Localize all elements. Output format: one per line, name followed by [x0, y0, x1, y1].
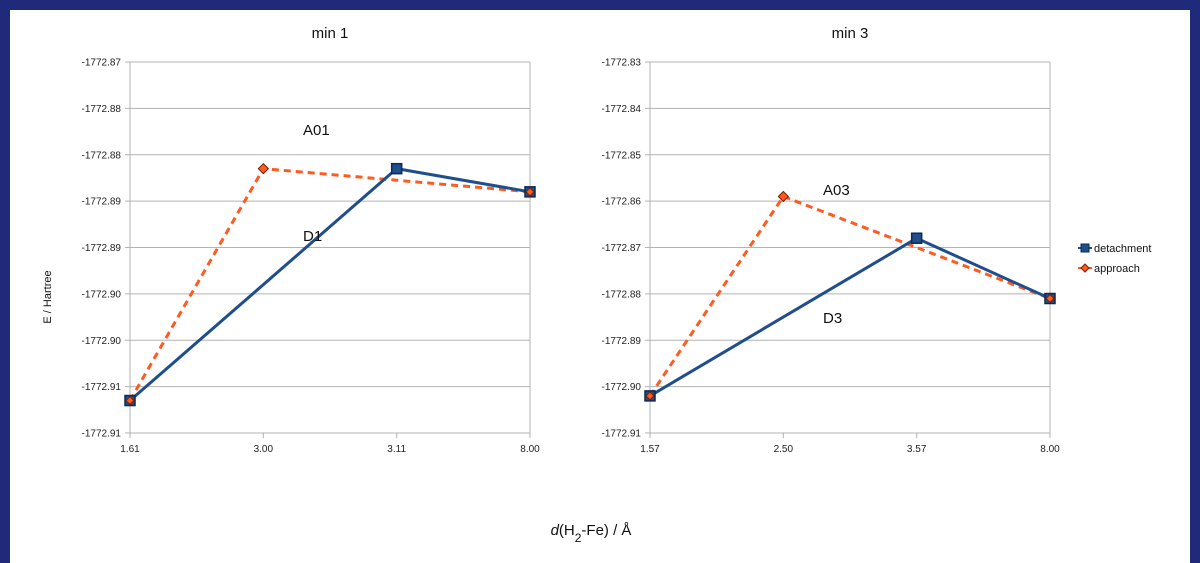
x-axis-label-rest: -Fe) / Å — [581, 522, 631, 539]
detachment-marker — [390, 162, 403, 175]
chart-title: min 3 — [832, 25, 869, 42]
x-tick-label: 1.61 — [120, 444, 140, 455]
x-axis-label-sub: 2 — [575, 531, 582, 545]
y-tick-label: -1772.87 — [82, 58, 122, 69]
x-tick-label: 3.57 — [907, 444, 927, 455]
y-tick-label: -1772.90 — [82, 289, 122, 300]
y-tick-label: -1772.90 — [602, 382, 642, 393]
x-axis-label: d(H2-Fe) / Å — [551, 522, 632, 545]
annotation-label: D3 — [823, 310, 842, 327]
detachment-marker — [910, 232, 923, 244]
y-axis-label: E / Hartree — [42, 270, 54, 323]
chart-min3: min 3 -1772.83 -1772.84 -1772.85 -1772.86 -17… — [602, 25, 1061, 455]
y-tick-label: -1772.91 — [82, 429, 122, 440]
legend-label: detachment — [1094, 243, 1151, 255]
y-tick-label: -1772.83 — [602, 58, 642, 69]
y-tick-label: -1772.91 — [602, 429, 642, 440]
chart-min1: min 1 -1772.87 -1772.88 -1772.88 -1772.89 -17… — [82, 25, 541, 455]
approach-marker — [1045, 293, 1055, 304]
detachment-line — [129, 167, 531, 402]
detachment-line — [649, 236, 1051, 398]
y-tick-label: -1772.89 — [602, 336, 642, 347]
approach-marker — [777, 190, 790, 203]
annotation-label: A01 — [303, 122, 330, 139]
approach-line — [648, 194, 1051, 397]
x-axis-label-italic: d — [551, 522, 560, 539]
legend-marker — [1080, 243, 1090, 253]
annotation-label: D1 — [303, 228, 322, 245]
chart-title: min 1 — [312, 25, 349, 42]
y-tick-label: -1772.85 — [602, 150, 642, 161]
y-tick-label: -1772.84 — [602, 104, 642, 115]
legend-marker — [1080, 263, 1090, 273]
x-tick-label: 3.00 — [254, 444, 274, 455]
x-tick-label: 1.57 — [640, 444, 660, 455]
legend: detachment approach — [1078, 243, 1151, 275]
approach-marker — [125, 395, 135, 406]
approach-marker — [525, 187, 535, 197]
annotation-label: A03 — [823, 182, 850, 199]
legend-label: approach — [1094, 263, 1140, 275]
y-tick-label: -1772.88 — [82, 104, 122, 115]
chart-panel: min 1 -1772.87 -1772.88 -1772.88 -1772.89 -17… — [10, 10, 1190, 563]
y-tick-label: -1772.88 — [82, 150, 122, 161]
x-axis-label-open: (H — [559, 522, 575, 539]
y-tick-label: -1772.91 — [82, 382, 122, 393]
approach-line — [128, 167, 531, 402]
x-tick-label: 8.00 — [520, 444, 540, 455]
y-tick-label: -1772.90 — [82, 336, 122, 347]
chart-canvas: min 1 -1772.87 -1772.88 -1772.88 -1772.89 -17… — [42, 25, 1151, 545]
y-tick-label: -1772.88 — [602, 289, 642, 300]
approach-marker — [645, 391, 655, 401]
y-tick-label: -1772.86 — [602, 197, 642, 208]
x-tick-label: 3.11 — [387, 444, 406, 455]
approach-marker — [257, 162, 270, 175]
y-tick-label: -1772.89 — [82, 243, 122, 254]
y-tick-label: -1772.89 — [82, 197, 122, 208]
x-tick-label: 2.50 — [774, 444, 794, 455]
x-tick-label: 8.00 — [1040, 444, 1060, 455]
y-tick-label: -1772.87 — [602, 243, 642, 254]
